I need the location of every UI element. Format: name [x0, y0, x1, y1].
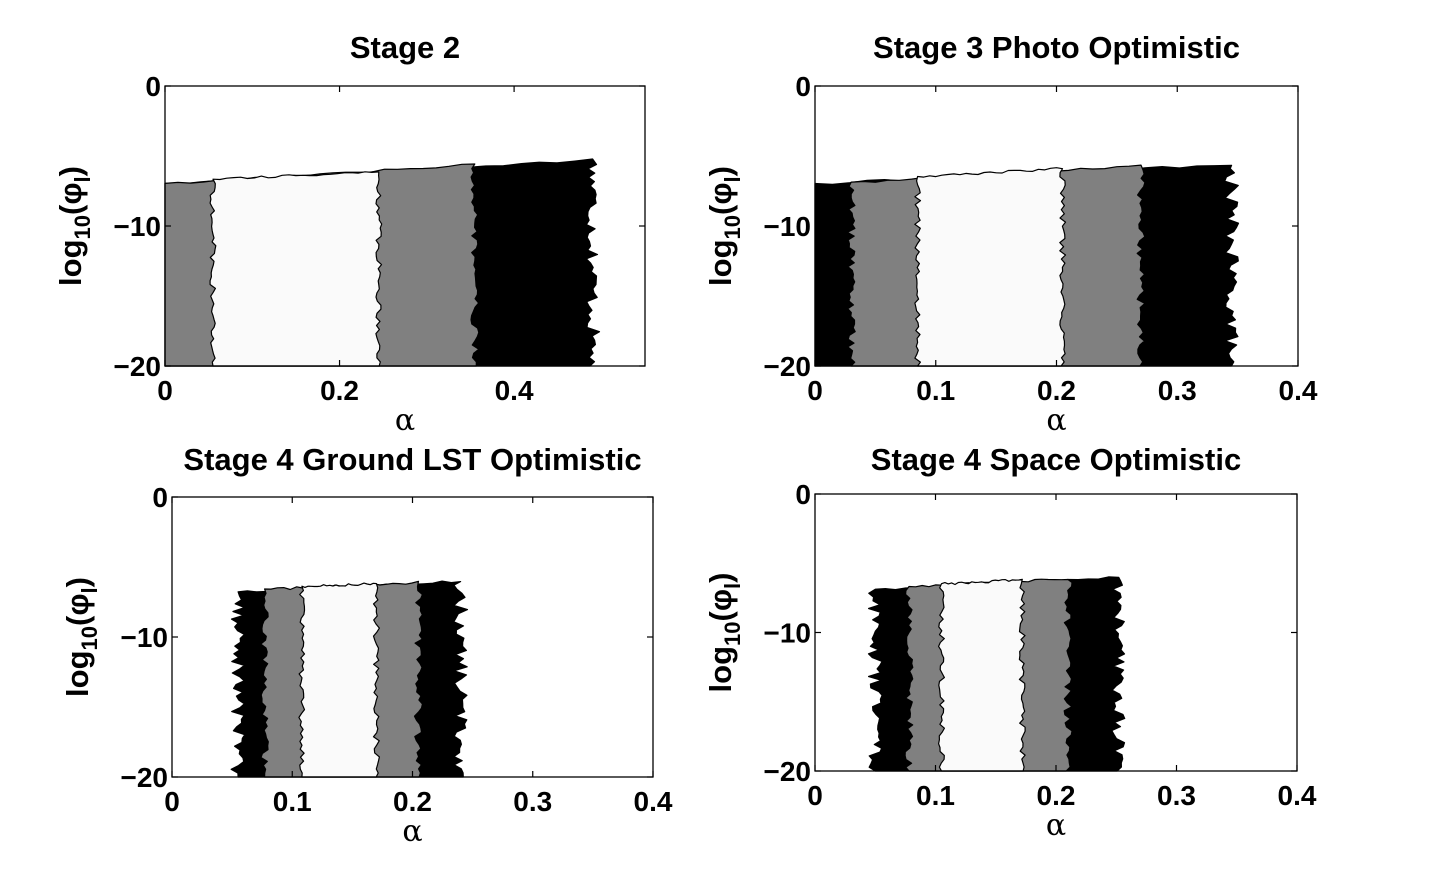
y-axis-label-part: 10 [720, 215, 745, 239]
y-axis-label: log10(φl) [703, 573, 745, 693]
y-axis-label-part: ) [53, 166, 88, 176]
y-axis-label: log10(φl) [60, 577, 102, 697]
x-tick-label: 0.1 [916, 780, 955, 811]
y-tick-label: −10 [121, 622, 169, 653]
y-axis-label: log10(φl) [703, 166, 745, 286]
y-tick-label: −10 [114, 211, 162, 242]
y-axis-label-part: ) [60, 577, 95, 587]
y-axis-label-part: l [77, 587, 102, 593]
x-tick-label: 0.2 [393, 786, 432, 817]
x-tick-label: 0.1 [916, 375, 955, 406]
contour-region-inner [914, 167, 1067, 367]
contour-region-inner [938, 578, 1026, 772]
chart-title: Stage 4 Ground LST Optimistic [183, 442, 641, 477]
contour-region-inner [298, 582, 380, 778]
y-axis-label-part: φ [53, 182, 88, 204]
x-tick-label: 0.2 [1037, 375, 1076, 406]
panel-4: 0 0.1 0.2 0.3 0.4 0 −10 −20 Stage 4 Space Optimi… [703, 442, 1317, 843]
y-tick-label: −20 [764, 351, 812, 382]
y-axis-label-part: ) [703, 573, 738, 583]
chart-title: Stage 3 Photo Optimistic [873, 30, 1240, 65]
panel-2: 0 0.1 0.2 0.3 0.4 0 −10 −20 Stage 3 Photo Optimi… [703, 30, 1318, 438]
y-tick-label: −10 [764, 211, 812, 242]
y-axis-label-part: log [60, 650, 95, 697]
y-axis-label: log10(φl) [53, 166, 95, 286]
y-axis-label-part: 10 [77, 626, 102, 650]
chart-title: Stage 2 [350, 30, 460, 65]
y-axis-label-part: log [53, 239, 88, 286]
x-tick-label: 0.1 [273, 786, 312, 817]
x-tick-label: 0 [164, 786, 180, 817]
x-tick-label: 0 [807, 375, 823, 406]
y-tick-label: 0 [795, 71, 811, 102]
y-axis-label-part: ( [60, 615, 95, 626]
x-tick-label: 0.3 [1158, 375, 1197, 406]
x-axis-label: α [1046, 403, 1066, 438]
x-tick-label: 0.2 [320, 375, 359, 406]
y-axis-label-part: l [70, 176, 95, 182]
x-tick-label: 0 [157, 375, 173, 406]
y-axis-label-part: φ [60, 593, 95, 615]
y-tick-label: −20 [121, 762, 169, 793]
x-tick-label: 0 [807, 780, 823, 811]
x-axis-label: α [395, 403, 415, 438]
x-tick-label: 0.4 [1279, 375, 1318, 406]
x-tick-label: 0.3 [513, 786, 552, 817]
y-axis-label-part: ( [703, 204, 738, 215]
y-axis-label-part: ) [703, 166, 738, 176]
y-axis-label-part: log [703, 646, 738, 693]
x-axis-label: α [402, 814, 422, 849]
x-tick-label: 0.4 [1278, 780, 1317, 811]
y-tick-label: −20 [764, 756, 812, 787]
y-axis-label-part: l [720, 583, 745, 589]
y-axis-label-part: φ [703, 589, 738, 611]
y-tick-label: −20 [114, 351, 162, 382]
panel-1: 0 0.2 0.4 0 −10 −20 Stage 2 α log10(φl) [53, 30, 646, 438]
chart-title: Stage 4 Space Optimistic [871, 442, 1241, 477]
y-axis-label-part: ( [703, 610, 738, 621]
y-axis-label-part: log [703, 239, 738, 286]
x-axis-label: α [1046, 808, 1066, 843]
x-tick-label: 0.2 [1037, 780, 1076, 811]
y-axis-label-part: l [720, 176, 745, 182]
y-axis-label-part: 10 [720, 621, 745, 645]
x-tick-label: 0.3 [1157, 780, 1196, 811]
y-tick-label: 0 [145, 71, 161, 102]
x-tick-label: 0.4 [495, 375, 534, 406]
y-axis-label-part: 10 [70, 215, 95, 239]
panel-3: 0 0.1 0.2 0.3 0.4 0 −10 −20 Stage 4 Ground LST O… [60, 442, 673, 849]
y-axis-label-part: φ [703, 182, 738, 204]
y-tick-label: −10 [764, 618, 812, 649]
x-tick-label: 0.4 [634, 786, 673, 817]
y-tick-label: 0 [795, 479, 811, 510]
contour-region-inner [209, 171, 383, 367]
y-axis-label-part: ( [53, 204, 88, 215]
y-tick-label: 0 [152, 482, 168, 513]
